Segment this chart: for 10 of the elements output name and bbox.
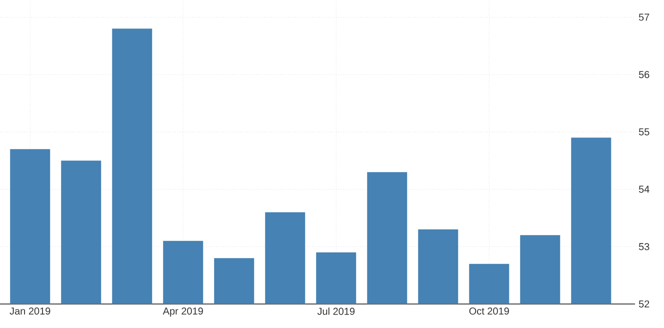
x-tick-label: Apr 2019	[162, 308, 203, 317]
x-tick-label: Jan 2019	[10, 308, 50, 315]
x-tick-label: Oct 2019	[469, 308, 509, 315]
y-tick-label: 56	[638, 71, 650, 78]
x-tick-label: Jul 2019	[317, 308, 355, 315]
y-tick-label: 57	[638, 14, 650, 21]
y-tick-label: 53	[638, 243, 650, 250]
y-tick-label: 52	[638, 300, 650, 308]
y-tick-label: 54	[638, 186, 650, 193]
y-tick-label: 55	[638, 128, 650, 136]
